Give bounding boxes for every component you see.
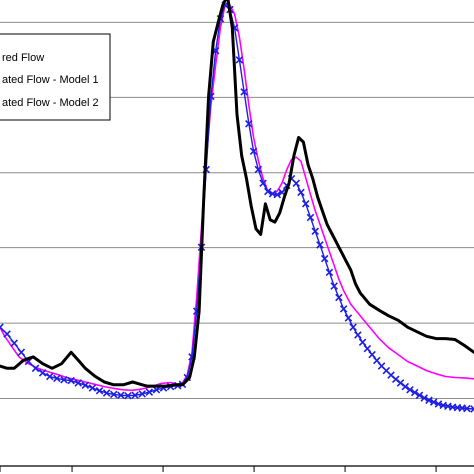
data-point [235,56,244,64]
data-point [368,350,376,359]
data-point [131,391,139,400]
data-point [3,330,11,338]
data-point [31,364,40,373]
data-point [363,344,372,353]
data-point [325,268,334,277]
series-2 [0,1,474,413]
data-point [311,227,319,235]
data-point [67,376,75,385]
series-0 [0,0,474,388]
data-point [349,323,357,331]
data-point [74,379,82,387]
legend-box [0,33,111,121]
data-point [335,293,343,302]
data-point [124,391,132,400]
data-point [240,88,248,96]
legend: red Flow ated Flow - Model 1 ated Flow -… [0,33,111,121]
data-point [415,391,424,400]
data-point [330,282,338,290]
series-1 [0,4,474,392]
data-point [354,331,362,339]
data-point [245,120,253,128]
data-point [254,165,263,174]
data-point [470,405,474,413]
data-point [38,369,47,377]
data-point [316,241,324,249]
data-point [53,374,61,383]
data-point [425,396,433,405]
data-point [301,200,310,208]
data-point [406,386,414,394]
data-point [297,188,305,197]
data-point [81,381,90,389]
data-point [138,390,146,398]
series-line [0,0,474,388]
data-point [344,314,353,322]
data-point [17,348,26,357]
data-point [463,404,471,413]
x-axis [0,465,474,472]
data-point [358,338,367,347]
data-point [420,394,428,402]
data-point [264,187,272,196]
data-point [10,339,18,347]
data-point [60,375,68,384]
data-point [117,391,125,400]
data-point [88,384,97,392]
data-point [102,389,111,397]
data-point [249,147,258,156]
series-group [0,0,474,413]
data-point [46,372,54,381]
series-line [0,4,474,392]
data-point [410,388,419,397]
data-point [152,386,161,394]
data-point [95,386,104,395]
data-point [292,179,301,187]
data-point [320,254,329,263]
data-point [109,390,118,399]
legend-entry-label: red Flow [2,52,44,64]
data-point [429,398,438,406]
data-point [306,213,315,222]
data-point [145,388,154,396]
data-point [339,305,348,313]
legend-entry-label: ated Flow - Model 2 [2,97,99,109]
legend-entry-label: ated Flow - Model 1 [2,74,99,86]
data-point [0,323,4,331]
data-point [401,382,410,391]
data-point [273,190,282,199]
data-point [259,179,267,187]
